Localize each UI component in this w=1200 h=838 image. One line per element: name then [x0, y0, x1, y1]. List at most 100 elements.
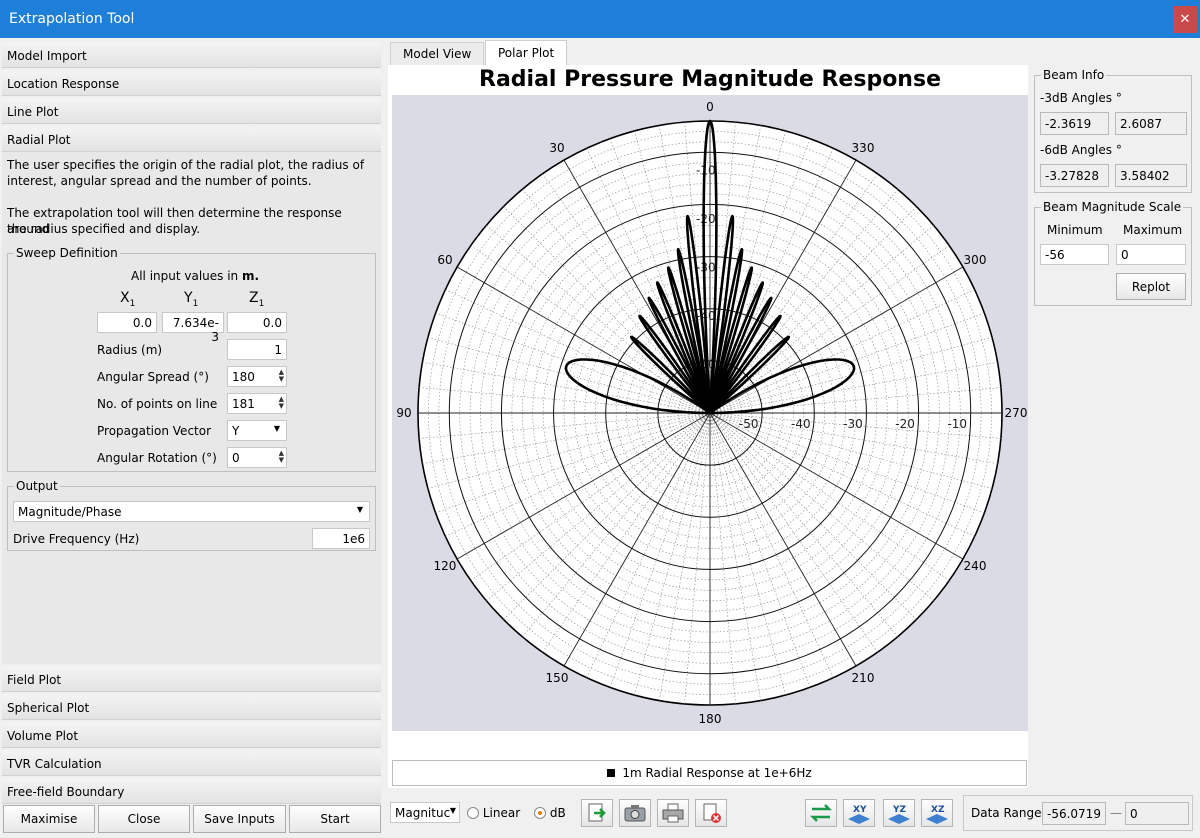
radius-input[interactable]: 1 — [227, 339, 287, 360]
propagation-vector-select[interactable]: Y ▼ — [227, 420, 287, 441]
major-spoke — [709, 412, 964, 560]
response-lobe — [655, 281, 712, 414]
close-button[interactable]: Close — [98, 805, 190, 833]
tab-model-view[interactable]: Model View — [390, 42, 485, 66]
section-location-response[interactable]: Location Response — [2, 70, 381, 96]
scale-min-label: Minimum — [1047, 223, 1103, 237]
screenshot-button[interactable] — [619, 799, 651, 827]
xy-view-icon: XY — [848, 805, 870, 824]
response-lobe — [708, 214, 735, 414]
response-lobe — [708, 266, 754, 414]
plot-mode-select[interactable]: Magnituc ▼ — [390, 802, 460, 823]
description-line: the radius specified and display. — [7, 222, 201, 236]
data-range-separator: — — [1110, 806, 1122, 820]
spin-arrows-icon[interactable]: ▲ ▼ — [278, 368, 284, 383]
section-radial-plot[interactable]: Radial Plot — [2, 126, 381, 152]
output-mode-select[interactable]: Magnitude/Phase ▼ — [13, 501, 370, 522]
beam-info-group: Beam Info — [1034, 68, 1192, 193]
section-tvr-calculation[interactable]: TVR Calculation — [2, 750, 381, 776]
sweep-definition-legend: Sweep Definition — [16, 246, 118, 260]
major-spoke — [709, 266, 964, 414]
scale-max-input[interactable]: 0 — [1116, 244, 1186, 265]
section-field-plot[interactable]: Field Plot — [2, 666, 381, 692]
angular-rotation-label: Angular Rotation (°) — [97, 451, 217, 465]
points-spinbox[interactable]: 181 ▲ ▼ — [227, 393, 287, 414]
xz-view-button[interactable]: XZ — [921, 799, 953, 827]
spin-arrows-icon[interactable]: ▲ ▼ — [278, 449, 284, 464]
radial-tick-label: -10 — [947, 417, 967, 431]
angle-tick-label: 330 — [852, 141, 875, 155]
units-note: All input values in m. — [131, 269, 260, 283]
y1-input[interactable]: 7.634e-3 — [162, 312, 224, 344]
tab-polar-plot[interactable]: Polar Plot — [485, 40, 568, 66]
section-line-plot[interactable]: Line Plot — [2, 98, 381, 124]
yz-view-button[interactable]: YZ — [883, 799, 915, 827]
drive-frequency-input[interactable]: 1e6 — [312, 528, 370, 549]
clear-icon — [703, 803, 721, 823]
db-radio[interactable]: dB — [534, 806, 566, 820]
section-model-import[interactable]: Model Import — [2, 42, 381, 68]
major-ring — [553, 256, 867, 570]
save-inputs-button[interactable]: Save Inputs — [193, 805, 286, 833]
sweep-definition-group: Sweep Definition — [7, 246, 376, 472]
chevron-down-icon: ▼ — [356, 505, 363, 514]
clear-button[interactable] — [695, 799, 727, 827]
radio-selected-icon[interactable] — [534, 807, 546, 819]
section-free-field-boundary[interactable]: Free-field Boundary — [2, 778, 381, 804]
radial-tick-label: -30 — [696, 260, 716, 274]
spin-arrows-icon[interactable]: ▲ ▼ — [278, 395, 284, 410]
svg-text:YZ: YZ — [892, 805, 907, 815]
z1-input[interactable]: 0.0 — [227, 312, 287, 333]
yz-view-icon: YZ — [888, 805, 910, 824]
major-spoke — [709, 412, 857, 667]
chart-title: Radial Pressure Magnitude Response — [479, 67, 941, 92]
section-volume-plot[interactable]: Volume Plot — [2, 722, 381, 748]
db6-angle-max: 3.58402 — [1115, 164, 1187, 187]
print-button[interactable] — [657, 799, 689, 827]
output-group: Output — [7, 479, 376, 551]
angular-spread-label: Angular Spread (°) — [97, 370, 209, 384]
angular-rotation-spinbox[interactable]: 0 ▲ ▼ — [227, 447, 287, 468]
response-lobe — [676, 247, 712, 414]
window-title: Extrapolation Tool — [9, 11, 135, 27]
xz-view-icon: XZ — [926, 805, 948, 824]
x1-label: X1 — [120, 290, 136, 309]
angle-tick-label: 60 — [437, 253, 452, 267]
section-spherical-plot[interactable]: Spherical Plot — [2, 694, 381, 720]
x1-input[interactable]: 0.0 — [97, 312, 157, 333]
beam-info-legend: Beam Info — [1043, 68, 1105, 82]
db6-label: -6dB Angles ° — [1040, 143, 1122, 157]
scale-min-input[interactable]: -56 — [1040, 244, 1109, 265]
swap-button[interactable] — [805, 799, 837, 827]
maximise-button[interactable]: Maximise — [3, 805, 95, 833]
start-button[interactable]: Start — [289, 805, 381, 833]
xy-view-button[interactable]: XY — [843, 799, 875, 827]
polar-plot-area: 0 30 60 90 120 150 180 210 240 270 300 330 -10 -20 -30… — [392, 95, 1028, 731]
output-legend: Output — [16, 479, 58, 493]
radial-tick-label: -30 — [843, 417, 863, 431]
replot-button[interactable]: Replot — [1116, 273, 1186, 300]
beam-scale-group: Beam Magnitude Scale — [1034, 200, 1192, 306]
export-button[interactable] — [581, 799, 613, 827]
angle-tick-label: 150 — [546, 671, 569, 685]
radial-tick-label: -40 — [791, 417, 811, 431]
radius-label: Radius (m) — [97, 343, 163, 357]
print-icon — [662, 803, 684, 823]
response-lobe — [702, 119, 718, 414]
chevron-down-icon: ▼ — [449, 806, 456, 815]
angular-spread-spinbox[interactable]: 180 ▲ ▼ — [227, 366, 287, 387]
radio-icon[interactable] — [467, 807, 479, 819]
angle-tick-label: 0 — [706, 100, 714, 114]
db6-angle-min: -3.27828 — [1040, 164, 1109, 187]
drive-frequency-label: Drive Frequency (Hz) — [13, 532, 140, 546]
data-range-box — [963, 795, 1193, 831]
major-ring — [605, 308, 815, 518]
angle-tick-label: 30 — [549, 141, 564, 155]
window-close-button[interactable]: ✕ — [1173, 6, 1197, 33]
polar-chart: 0 30 60 90 120 150 180 210 240 270 300 330 -10 -20 -30… — [396, 100, 1027, 726]
svg-text:XY: XY — [853, 805, 867, 815]
camera-icon — [624, 805, 646, 822]
major-ring — [448, 151, 972, 675]
linear-radio[interactable]: Linear — [467, 806, 520, 820]
major-spoke — [563, 412, 711, 667]
